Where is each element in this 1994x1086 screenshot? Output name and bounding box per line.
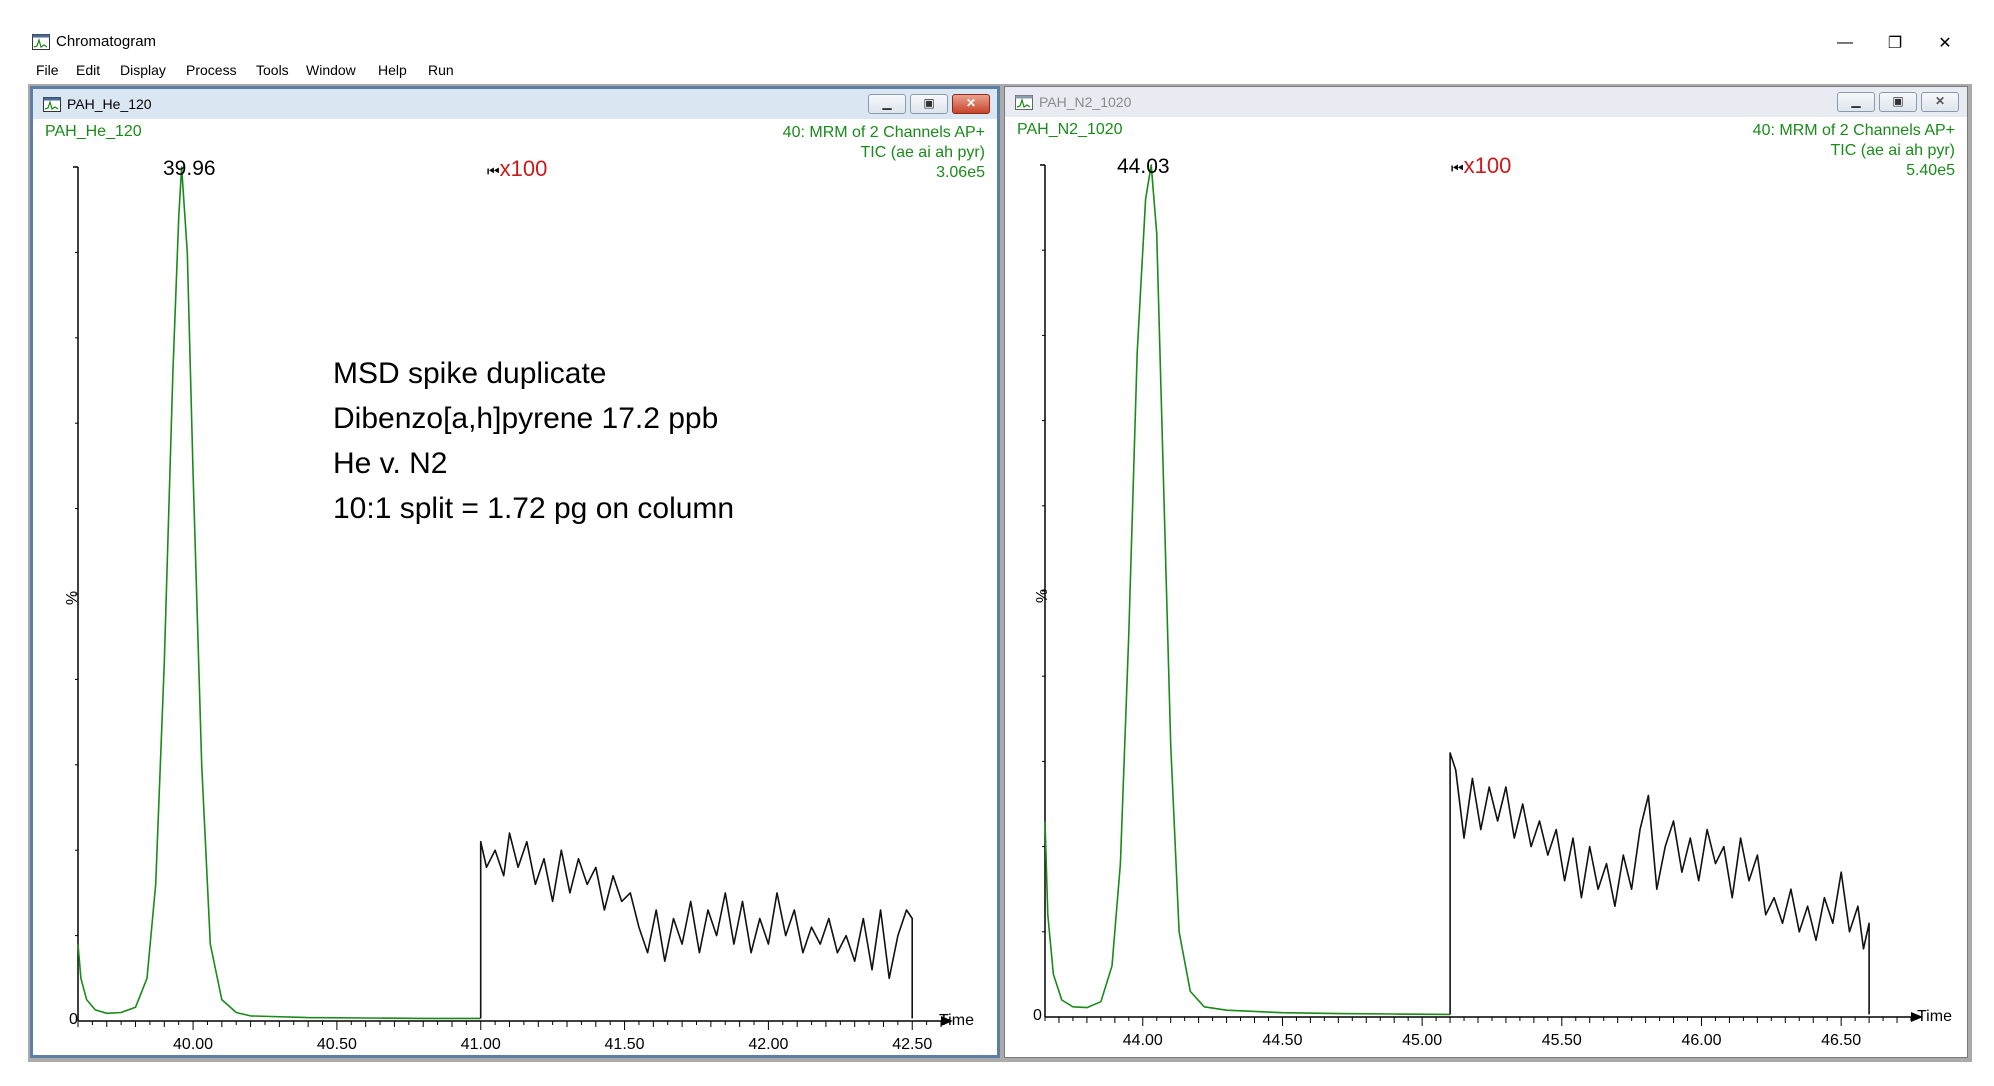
x-tick-label: 41.50: [605, 1036, 645, 1053]
zoom-factor: x100: [1464, 153, 1512, 178]
channel-intensity: 3.06e5: [783, 163, 985, 183]
x-tick-label: 40.50: [317, 1036, 357, 1053]
chromatogram-plot[interactable]: 44.00 44.50 45.00 45.50 46.00 46.50 PAH_N2_10…: [1005, 117, 1967, 1057]
channel-name: 40: MRM of 2 Channels AP+: [1753, 121, 1955, 141]
annotation-line: He v. N2: [333, 441, 734, 486]
channel-info: 40: MRM of 2 Channels AP+ TIC (ae ai ah …: [1753, 121, 1955, 181]
zoom-label: ⏮x100: [1451, 153, 1511, 179]
window-minimize-button[interactable]: ▁: [868, 94, 906, 114]
annotation-line: Dibenzo[a,h]pyrene 17.2 ppb: [333, 396, 734, 441]
channel-tic: TIC (ae ai ah pyr): [1753, 141, 1955, 161]
window-maximize-icon: ▣: [911, 96, 947, 110]
app-titlebar: Chromatogram — ❐ ✕: [28, 28, 1972, 58]
y-axis-label: %: [1031, 589, 1049, 603]
annotation-text: MSD spike duplicate Dibenzo[a,h]pyrene 1…: [333, 351, 734, 531]
channel-intensity: 5.40e5: [1753, 161, 1955, 181]
window-close-button[interactable]: ✕: [952, 94, 990, 114]
x-tick-label: 45.50: [1542, 1032, 1582, 1049]
restore-button[interactable]: ❐: [1870, 28, 1920, 58]
peak-label: 39.96: [163, 157, 216, 181]
chromatogram-window-he[interactable]: PAH_He_120 ▁ ▣ ✕ 40.00 40.50 41.00 41.50 42.…: [30, 86, 1000, 1058]
channel-tic: TIC (ae ai ah pyr): [783, 143, 985, 163]
x-tick-label: 44.00: [1123, 1032, 1163, 1049]
chromatogram-doc-icon: [43, 97, 61, 112]
trace-zoomed: [1450, 753, 1869, 1015]
menu-run[interactable]: Run: [428, 62, 454, 78]
y-axis-zero: 0: [1033, 1007, 1042, 1025]
zoom-label: ⏮x100: [487, 156, 547, 182]
menu-help[interactable]: Help: [378, 62, 407, 78]
menu-window[interactable]: Window: [306, 62, 356, 78]
sample-label: PAH_N2_1020: [1017, 121, 1123, 139]
x-axis-label: Time: [1917, 1008, 1952, 1026]
chromatogram-app-icon: [32, 34, 50, 50]
trace-zoomed: [481, 833, 913, 1018]
app-title: Chromatogram: [56, 33, 156, 50]
window-maximize-icon: ▣: [1880, 94, 1916, 108]
close-icon: ✕: [1938, 33, 1951, 53]
peak-label: 44.03: [1117, 155, 1170, 179]
minimize-icon: —: [1837, 34, 1853, 52]
window-maximize-button[interactable]: ▣: [910, 94, 948, 114]
x-tick-label: 44.50: [1262, 1032, 1302, 1049]
window-title: PAH_He_120: [67, 96, 152, 112]
x-tick-label: 40.00: [173, 1036, 213, 1053]
x-tick-label: 45.00: [1402, 1032, 1442, 1049]
zoom-marker-icon: ⏮: [487, 163, 500, 179]
annotation-line: 10:1 split = 1.72 pg on column: [333, 486, 734, 531]
y-axis-label: %: [61, 591, 79, 605]
minimize-button[interactable]: —: [1820, 28, 1870, 58]
chromatogram-doc-icon: [1015, 95, 1033, 110]
y-axis-zero: 0: [69, 1011, 78, 1029]
window-minimize-button[interactable]: ▁: [1837, 92, 1875, 112]
chromatogram-chart: 40.00 40.50 41.00 41.50 42.00 42.50: [33, 119, 997, 1055]
menu-file[interactable]: File: [36, 62, 59, 78]
window-minimize-icon: ▁: [1838, 94, 1874, 108]
window-close-button[interactable]: ✕: [1921, 92, 1959, 112]
window-close-icon: ✕: [1922, 94, 1958, 108]
window-close-icon: ✕: [953, 96, 989, 110]
x-axis-label: Time: [939, 1012, 974, 1030]
mdi-workspace: PAH_He_120 ▁ ▣ ✕ 40.00 40.50 41.00 41.50 42.…: [28, 84, 1972, 1062]
menu-display[interactable]: Display: [120, 62, 166, 78]
window-titlebar[interactable]: PAH_N2_1020 ▁ ▣ ✕: [1005, 87, 1967, 117]
close-button[interactable]: ✕: [1920, 28, 1970, 58]
window-minimize-icon: ▁: [869, 96, 905, 110]
trace-green: [78, 167, 481, 1018]
chromatogram-window-n2[interactable]: PAH_N2_1020 ▁ ▣ ✕ 44.00 44.50 45.00 45.50 46…: [1004, 86, 1968, 1058]
zoom-factor: x100: [500, 156, 548, 181]
x-tick-label: 41.00: [461, 1036, 501, 1053]
annotation-line: MSD spike duplicate: [333, 351, 734, 396]
sample-label: PAH_He_120: [45, 123, 142, 141]
x-tick-label: 46.00: [1681, 1032, 1721, 1049]
menu-process[interactable]: Process: [186, 62, 237, 78]
channel-info: 40: MRM of 2 Channels AP+ TIC (ae ai ah …: [783, 123, 985, 183]
menu-edit[interactable]: Edit: [76, 62, 100, 78]
x-tick-label: 46.50: [1821, 1032, 1861, 1049]
menu-bar: File Edit Display Process Tools Window H…: [28, 58, 1972, 84]
window-titlebar[interactable]: PAH_He_120 ▁ ▣ ✕: [33, 89, 997, 119]
x-tick-label: 42.00: [748, 1036, 788, 1053]
chromatogram-chart: 44.00 44.50 45.00 45.50 46.00 46.50: [1005, 117, 1967, 1057]
trace-green: [1045, 165, 1450, 1014]
chromatogram-plot[interactable]: 40.00 40.50 41.00 41.50 42.00 42.50 PAH_He_12…: [33, 119, 997, 1055]
x-tick-label: 42.50: [892, 1036, 932, 1053]
zoom-marker-icon: ⏮: [1451, 160, 1464, 176]
channel-name: 40: MRM of 2 Channels AP+: [783, 123, 985, 143]
restore-icon: ❐: [1888, 33, 1902, 53]
menu-tools[interactable]: Tools: [256, 62, 289, 78]
window-title: PAH_N2_1020: [1039, 94, 1131, 110]
window-maximize-button[interactable]: ▣: [1879, 92, 1917, 112]
